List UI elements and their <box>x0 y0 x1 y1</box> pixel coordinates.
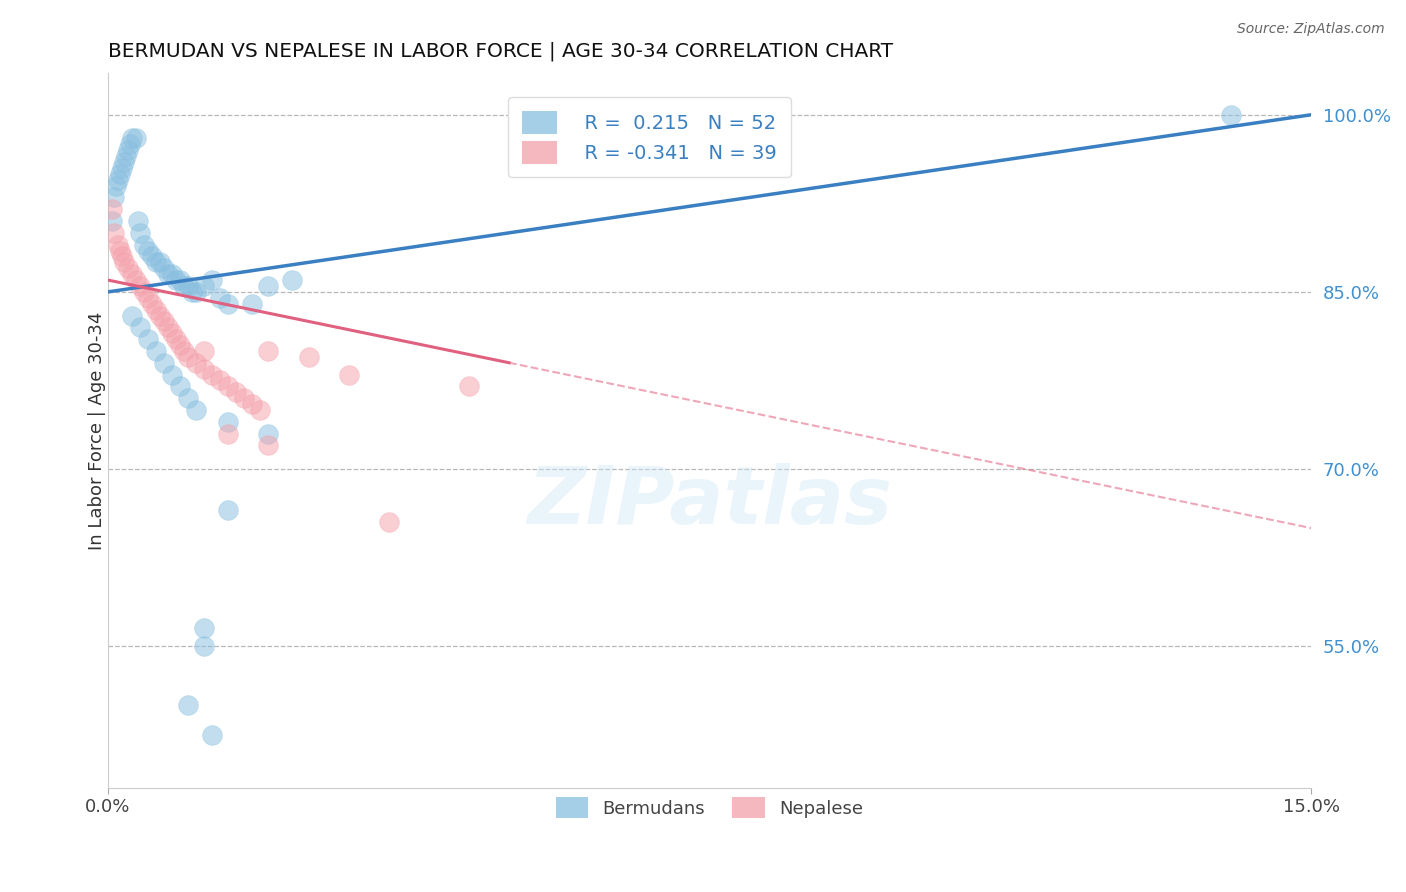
Point <box>149 255 172 269</box>
Point <box>257 426 280 441</box>
Point <box>177 698 200 713</box>
Point <box>121 309 143 323</box>
Point <box>193 343 215 358</box>
Point <box>132 285 155 299</box>
Point <box>458 379 481 393</box>
Point <box>127 214 149 228</box>
Point <box>160 267 183 281</box>
Legend: Bermudans, Nepalese: Bermudans, Nepalese <box>548 790 870 825</box>
Point <box>177 391 200 405</box>
Point <box>193 361 215 376</box>
Point <box>111 161 134 175</box>
Point <box>281 273 304 287</box>
Point <box>186 285 208 299</box>
Point <box>141 296 163 310</box>
Point <box>193 622 215 636</box>
Text: ZIPatlas: ZIPatlas <box>527 463 891 541</box>
Point <box>141 250 163 264</box>
Point <box>173 343 195 358</box>
Point <box>169 379 191 393</box>
Point <box>129 320 152 334</box>
Point <box>201 368 224 382</box>
Point <box>160 326 183 341</box>
Text: Source: ZipAtlas.com: Source: ZipAtlas.com <box>1237 22 1385 37</box>
Point <box>136 332 159 346</box>
Point <box>165 332 187 346</box>
Point <box>125 273 148 287</box>
Point <box>107 237 129 252</box>
Point <box>240 296 263 310</box>
Point <box>165 273 187 287</box>
Point <box>186 403 208 417</box>
Point <box>169 273 191 287</box>
Point <box>145 255 167 269</box>
Point <box>101 214 124 228</box>
Point <box>105 178 128 193</box>
Point <box>217 503 239 517</box>
Point <box>120 137 142 152</box>
Point <box>201 273 224 287</box>
Point <box>145 302 167 317</box>
Point <box>129 279 152 293</box>
Point <box>209 291 232 305</box>
Point <box>112 255 135 269</box>
Point <box>157 267 180 281</box>
Point <box>249 403 271 417</box>
Point <box>201 728 224 742</box>
Point <box>225 385 247 400</box>
Point <box>117 261 139 276</box>
Point <box>1220 108 1243 122</box>
Point <box>160 368 183 382</box>
Point <box>117 143 139 157</box>
Point <box>169 338 191 352</box>
Point <box>149 309 172 323</box>
Point <box>111 250 134 264</box>
Point <box>193 639 215 653</box>
Point <box>112 155 135 169</box>
Point <box>217 415 239 429</box>
Point <box>177 279 200 293</box>
Point <box>114 149 136 163</box>
Point <box>240 397 263 411</box>
Point <box>297 350 319 364</box>
Point <box>257 343 280 358</box>
Point <box>107 172 129 186</box>
Point <box>125 131 148 145</box>
Point <box>257 438 280 452</box>
Point <box>145 343 167 358</box>
Point <box>193 279 215 293</box>
Point <box>121 267 143 281</box>
Point <box>101 202 124 217</box>
Point <box>177 350 200 364</box>
Point <box>108 167 131 181</box>
Point <box>129 226 152 240</box>
Point <box>186 356 208 370</box>
Point <box>173 279 195 293</box>
Point <box>153 314 176 328</box>
Point <box>103 226 125 240</box>
Point <box>136 244 159 258</box>
Point <box>257 279 280 293</box>
Point <box>153 356 176 370</box>
Point <box>233 391 256 405</box>
Point <box>157 320 180 334</box>
Point <box>108 244 131 258</box>
Point <box>153 261 176 276</box>
Point <box>132 237 155 252</box>
Point <box>103 190 125 204</box>
Point <box>209 374 232 388</box>
Point <box>377 515 399 529</box>
Point <box>337 368 360 382</box>
Point <box>181 285 204 299</box>
Point <box>217 379 239 393</box>
Point <box>121 131 143 145</box>
Y-axis label: In Labor Force | Age 30-34: In Labor Force | Age 30-34 <box>89 311 105 549</box>
Text: BERMUDAN VS NEPALESE IN LABOR FORCE | AGE 30-34 CORRELATION CHART: BERMUDAN VS NEPALESE IN LABOR FORCE | AG… <box>108 42 893 62</box>
Point <box>217 296 239 310</box>
Point <box>217 426 239 441</box>
Point <box>136 291 159 305</box>
